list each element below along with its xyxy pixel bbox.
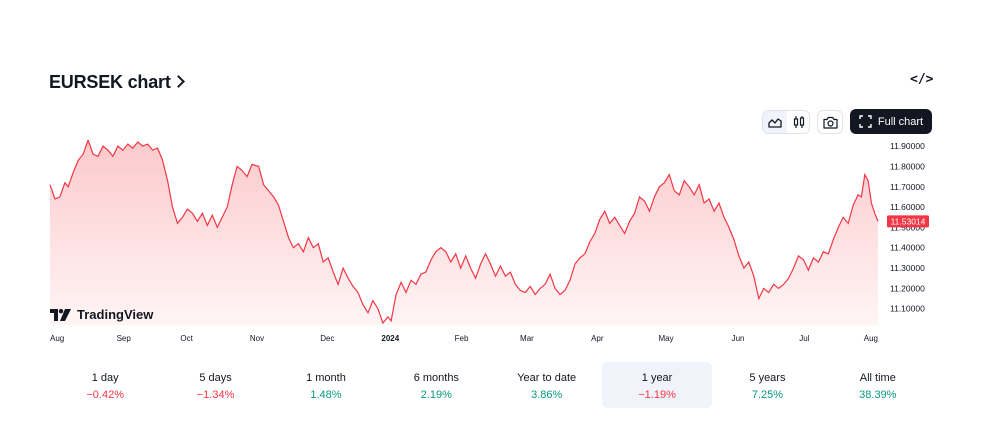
period-label: 1 year <box>641 372 673 384</box>
x-tick-label: Sep <box>117 334 132 343</box>
period-selector: 1 day −0.42% 5 days −1.34% 1 month 1.48% 6 mon… <box>50 362 933 408</box>
period-label: 5 years <box>749 372 786 384</box>
period-5-years[interactable]: 5 years 7.25% <box>712 362 822 408</box>
y-tick-label: 11.50000 <box>890 222 925 232</box>
chart-type-toggle <box>762 110 810 134</box>
price-area-fill <box>50 140 878 325</box>
price-line <box>49 140 879 325</box>
title-text: EURSEK chart <box>49 72 171 92</box>
x-tick-label: Oct <box>180 334 193 343</box>
period-label: 6 months <box>413 372 459 384</box>
period-change: 1.48% <box>310 389 342 401</box>
period-change: 3.86% <box>531 389 563 401</box>
period-5-days[interactable]: 5 days −1.34% <box>160 362 270 408</box>
period-change: 2.19% <box>420 389 452 401</box>
period-1-year[interactable]: 1 year −1.19% <box>601 362 713 408</box>
period-all-time[interactable]: All time 38.39% <box>823 362 933 408</box>
x-axis: Aug Sep Oct Nov Dec 2024 Feb Mar Apr May Jun Jul Aug <box>50 334 878 343</box>
y-tick-label: 11.20000 <box>890 283 925 293</box>
price-chart[interactable]: 11.90000 11.80000 11.70000 11.60000 11.50000… <box>0 140 985 350</box>
period-change: 7.25% <box>751 389 784 401</box>
period-change: −1.19% <box>638 389 676 401</box>
y-axis: 11.90000 11.80000 11.70000 11.60000 11.50000… <box>890 141 925 314</box>
x-tick-label: Aug <box>50 334 64 343</box>
area-chart-icon <box>768 118 782 128</box>
full-chart-label: Full chart <box>877 115 924 128</box>
period-1-month[interactable]: 1 month 1.48% <box>271 362 381 408</box>
last-price-label: 11.53014 <box>891 216 926 226</box>
candles-chart-button[interactable] <box>787 111 811 133</box>
x-tick-label: Jul <box>799 334 809 343</box>
y-tick-label: 11.60000 <box>890 202 925 212</box>
y-tick-label: 11.70000 <box>890 182 925 192</box>
y-tick-label: 11.30000 <box>890 263 925 273</box>
camera-icon <box>822 116 838 129</box>
period-label: Year to date <box>517 372 577 384</box>
y-tick-label: 11.90000 <box>890 141 925 151</box>
full-chart-button[interactable]: Full chart <box>850 109 932 134</box>
candles-icon <box>793 116 805 128</box>
x-tick-label: 2024 <box>381 334 399 343</box>
area-chart-button[interactable] <box>763 111 787 133</box>
period-6-months[interactable]: 6 months 2.19% <box>381 362 491 408</box>
tradingview-logo[interactable]: TradingView <box>50 307 153 322</box>
x-tick-label: Mar <box>520 334 534 343</box>
x-tick-label: Apr <box>591 334 604 343</box>
x-tick-label: Jun <box>732 334 745 343</box>
period-year-to-date[interactable]: Year to date 3.86% <box>492 362 602 408</box>
y-tick-label: 11.80000 <box>890 161 925 171</box>
last-price-tag-bg <box>887 215 929 228</box>
chevron-right-icon <box>171 75 185 88</box>
y-tick-label: 11.40000 <box>890 243 925 253</box>
period-label: All time <box>859 372 896 384</box>
x-tick-label: Aug <box>864 334 878 343</box>
period-label: 1 month <box>306 372 346 384</box>
period-change: 38.39% <box>859 389 897 401</box>
x-tick-label: Nov <box>250 334 264 343</box>
period-1-day[interactable]: 1 day −0.42% <box>50 362 160 408</box>
period-label: 5 days <box>199 372 232 384</box>
x-tick-label: Feb <box>455 334 469 343</box>
y-tick-label: 11.10000 <box>890 304 925 314</box>
embed-code-button[interactable]: </> <box>910 72 934 87</box>
fullscreen-icon <box>859 115 872 128</box>
x-tick-label: May <box>658 334 673 343</box>
period-change: −1.34% <box>196 389 235 401</box>
screenshot-button[interactable] <box>817 110 843 134</box>
period-change: −0.42% <box>86 389 124 401</box>
tradingview-mark-icon <box>50 308 71 321</box>
page-title[interactable]: EURSEK chart <box>49 72 185 93</box>
x-tick-label: Dec <box>320 334 334 343</box>
period-label: 1 day <box>91 372 119 384</box>
logo-text: TradingView <box>77 307 154 322</box>
last-price-tag: 11.53014 <box>887 215 929 228</box>
